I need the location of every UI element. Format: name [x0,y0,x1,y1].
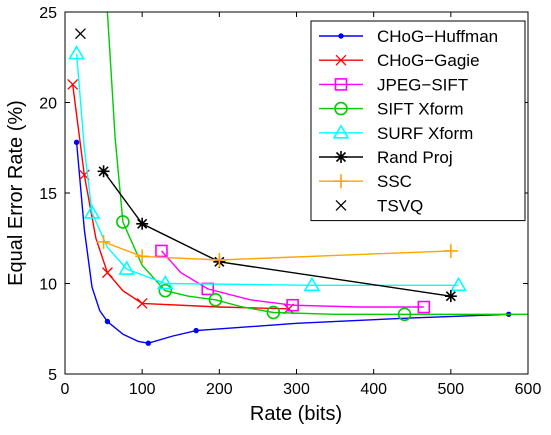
legend-item-jpeg-sift: JPEG−SIFT [319,75,468,94]
data-point-chog-huffman [145,340,152,346]
legend-marker-ssc [334,174,348,189]
legend-item-tsvq: TSVQ [335,196,423,215]
legend-item-surf-xform: SURF Xform [319,124,473,143]
series-surf-xform [68,45,467,292]
data-point-tsvq [74,28,86,40]
x-tick-label: 300 [283,381,310,398]
y-tick-label: 15 [39,186,57,203]
data-point-surf-xform [118,260,136,275]
series-ssc [96,234,458,267]
data-point-surf-xform [450,276,467,292]
data-point-ssc [135,249,150,264]
legend-label-chog-huffman: CHoG−Huffman [377,27,498,46]
x-tick-label: 0 [61,381,70,398]
legend-label-tsvq: TSVQ [377,196,423,215]
legend-label-surf-xform: SURF Xform [377,124,473,143]
data-point-chog-gagie [101,267,113,279]
x-axis-label: Rate (bits) [250,403,342,425]
x-tick-label: 100 [129,381,156,398]
series-line-chog-gagie [72,84,289,310]
y-tick-label: 10 [39,277,57,294]
data-point-rand-proj [136,217,149,230]
data-point-sift-xform [266,305,281,320]
axes-layer: 0 100 200 300 400 500 600 5 10 15 20 25 [39,5,541,398]
x-tick-label: 200 [206,381,233,398]
legend-item-sift-xform: SIFT Xform [319,100,464,119]
legend-box [310,20,526,222]
legend-label-chog-gagie: CHoG−Gagie [377,51,480,70]
legend-item-rand-proj: Rand Proj [319,148,453,167]
x-tick-label: 600 [515,381,542,398]
legend-item-chog-gagie: CHoG−Gagie [319,51,480,70]
data-point-surf-xform [303,276,321,292]
series-line-sift-xform [106,12,528,315]
legend-marker-surf-xform [332,124,350,139]
data-point-sift-xform [158,283,173,298]
data-point-ssc [96,234,111,249]
data-point-surf-xform [156,274,174,290]
legend-item-ssc: SSC [319,172,412,191]
data-point-rand-proj [97,165,110,178]
data-point-sift-xform [397,307,412,322]
legend: CHoG−Huffman CHoG−Gagie JPEG−SIFT SIFT Xfor… [310,20,526,222]
legend-label-rand-proj: Rand Proj [377,148,453,167]
legend-marker-sift-xform [334,101,348,116]
series-line-rand-proj [103,170,451,297]
data-point-sift-xform [208,292,223,307]
data-point-chog-gagie [136,297,148,309]
series-line-jpeg-sift [160,250,424,308]
series-line-ssc [103,241,451,261]
legend-label-sift-xform: SIFT Xform [377,100,464,119]
data-point-jpeg-sift [286,298,299,312]
legend-marker-tsvq [335,199,347,211]
data-point-jpeg-sift [417,300,431,314]
data-point-chog-huffman [104,318,111,325]
y-tick-label: 20 [39,96,57,113]
data-point-surf-xform [68,45,85,60]
data-point-ssc [212,252,227,267]
data-point-chog-huffman [73,139,80,146]
data-point-surf-xform [83,204,101,219]
series-chog-huffman [73,139,512,346]
data-point-rand-proj [444,290,457,303]
x-tick-label: 500 [437,381,464,398]
legend-label-jpeg-sift: JPEG−SIFT [377,75,468,94]
series-sift-xform [106,12,528,322]
legend-marker-chog-gagie [335,54,347,66]
y-tick-label: 5 [48,367,57,384]
series-tsvq [74,28,86,40]
series-line-surf-xform [75,53,459,286]
x-tick-label: 400 [360,381,387,398]
legend-label-ssc: SSC [377,172,412,191]
legend-item-chog-huffman: CHoG−Huffman [319,27,498,46]
data-point-chog-gagie [67,78,79,90]
data-point-ssc [443,243,458,258]
legend-marker-rand-proj [335,151,347,163]
y-tick-label: 25 [39,5,57,22]
legend-marker-chog-huffman [338,33,344,39]
data-point-jpeg-sift [155,244,168,258]
series-line-chog-huffman [75,142,509,344]
legend-marker-jpeg-sift [334,78,348,91]
series-layer [67,12,528,346]
y-axis-label: Equal Error Rate (%) [5,100,27,286]
data-point-sift-xform [116,215,130,229]
data-point-chog-huffman [193,327,199,334]
